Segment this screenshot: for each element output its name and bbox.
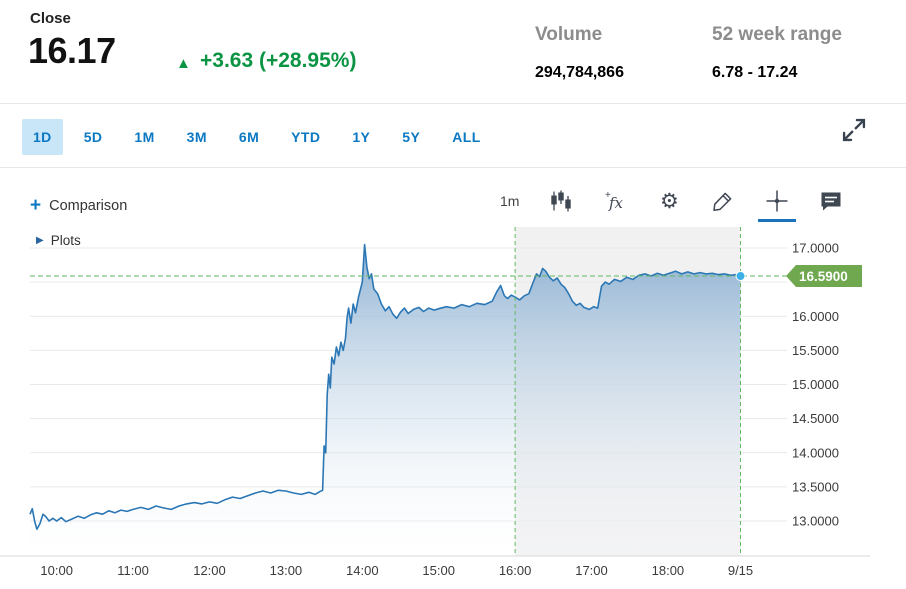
price-change: +3.63 (+28.95%): [200, 49, 357, 72]
fullscreen-icon[interactable]: [840, 116, 870, 146]
x-axis-label: 16:00: [499, 563, 532, 578]
svg-text:+: +: [605, 190, 611, 201]
tab-3m[interactable]: 3M: [186, 129, 207, 145]
volume-label: Volume: [535, 24, 603, 45]
divider: [0, 103, 906, 104]
x-axis-label: 17:00: [575, 563, 608, 578]
x-axis-label: 13:00: [270, 563, 303, 578]
x-axis-label: 14:00: [346, 563, 379, 578]
plus-icon: +: [30, 195, 42, 216]
week-range-label: 52 week range: [712, 24, 842, 45]
y-axis-label: 15.5000: [792, 343, 839, 358]
last-price-badge: [786, 264, 862, 287]
plots-label: Plots: [50, 233, 81, 248]
volume-value: 294,784,866: [535, 64, 624, 81]
chart-toolbar: 1m + fx ⚙: [500, 186, 843, 222]
fx-indicator-icon[interactable]: + fx: [603, 189, 627, 213]
y-axis-label: 13.0000: [792, 514, 839, 529]
candlestick-icon[interactable]: [549, 189, 573, 213]
add-comparison-button[interactable]: + Comparison: [30, 196, 127, 215]
tab-all[interactable]: ALL: [452, 129, 481, 145]
x-axis-label: 10:00: [40, 563, 73, 578]
price-line: [29, 243, 741, 530]
y-axis-label: 17.0000: [792, 241, 839, 256]
comparison-label: Comparison: [49, 197, 128, 214]
close-label: Close: [30, 10, 71, 27]
tab-1y[interactable]: 1Y: [352, 129, 371, 145]
last-price-badge-label: 16.5900: [799, 269, 848, 284]
svg-text:fx: fx: [608, 194, 624, 212]
tab-1m[interactable]: 1M: [134, 129, 155, 145]
tab-5y[interactable]: 5Y: [402, 129, 421, 145]
x-axis-label: 18:00: [652, 563, 685, 578]
last-close-price: 16.17: [28, 30, 116, 71]
y-axis-label: 15.0000: [792, 377, 839, 392]
annotation-icon[interactable]: [819, 189, 843, 213]
x-axis-label: 9/15: [728, 563, 753, 578]
divider: [0, 167, 906, 168]
draw-pencil-icon[interactable]: [711, 189, 735, 213]
up-arrow-icon: ▲: [176, 55, 191, 72]
y-axis-label: 13.5000: [792, 479, 839, 494]
crosshair-icon[interactable]: [758, 189, 797, 222]
price-area: [30, 244, 741, 556]
interval-selector[interactable]: 1m: [500, 193, 520, 209]
settings-gear-icon[interactable]: ⚙: [660, 189, 679, 213]
week-range-value: 6.78 - 17.24: [712, 64, 798, 81]
active-tool-underline: [758, 219, 797, 222]
time-range-tabs: 1D 5D 1M 3M 6M YTD 1Y 5Y ALL: [22, 119, 492, 155]
expand-triangle-icon: ▶: [36, 235, 44, 246]
plots-toggle[interactable]: ▶ Plots: [36, 233, 81, 248]
last-price-marker: [735, 271, 746, 281]
tab-ytd[interactable]: YTD: [291, 129, 321, 145]
y-axis-label: 16.0000: [792, 309, 839, 324]
tab-6m[interactable]: 6M: [238, 129, 260, 145]
x-axis-label: 15:00: [422, 563, 455, 578]
tab-1d[interactable]: 1D: [22, 119, 63, 155]
y-axis-label: 14.0000: [792, 445, 839, 460]
y-axis-label: 14.5000: [792, 411, 839, 426]
tab-5d[interactable]: 5D: [83, 129, 103, 145]
x-axis-label: 12:00: [193, 563, 226, 578]
x-axis-label: 11:00: [117, 563, 149, 578]
